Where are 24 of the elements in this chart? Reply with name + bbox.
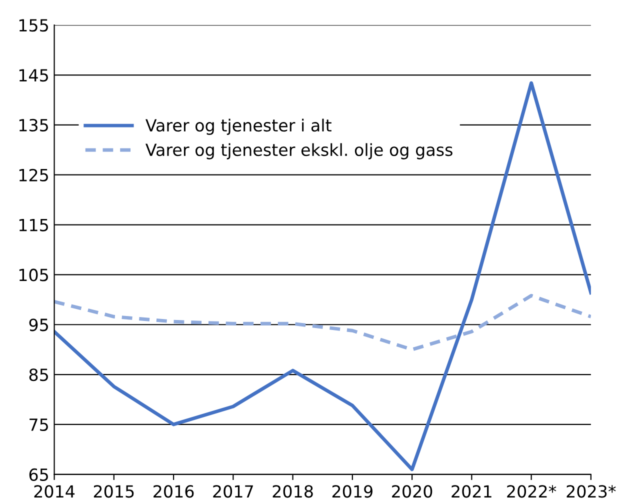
line-series [54, 81, 591, 472]
y-tick-label: 115 [19, 218, 48, 232]
y-tick-label: 105 [19, 268, 48, 282]
y-tick-label: 85 [29, 368, 48, 382]
x-tick-label: 2020 [392, 485, 432, 498]
x-tick-label: 2017 [213, 485, 253, 498]
y-tick-label: 155 [19, 19, 48, 32]
x-tick-label: 2022* [507, 485, 556, 498]
line-series [54, 294, 591, 352]
x-tick-label: 2016 [154, 485, 194, 498]
x-tick-label: 2023* [566, 485, 616, 498]
y-tick-label: 65 [29, 468, 48, 481]
x-tick-label: 2021 [452, 485, 492, 498]
y-tick-label: 95 [29, 318, 48, 332]
legend-label: Varer og tjenester ekskl. olje og gass [146, 143, 452, 160]
x-tick-label: 2015 [94, 485, 134, 498]
y-tick-label: 125 [19, 168, 48, 182]
x-tick-label: 2018 [272, 485, 313, 498]
y-tick-label: 145 [19, 69, 48, 82]
y-tick-label: 75 [30, 418, 48, 432]
x-tick-label: 2014 [34, 485, 75, 498]
legend-label: Varer og tjenester i alt [146, 118, 332, 135]
y-tick-label: 135 [19, 118, 48, 132]
x-tick-label: 2019 [332, 485, 372, 498]
